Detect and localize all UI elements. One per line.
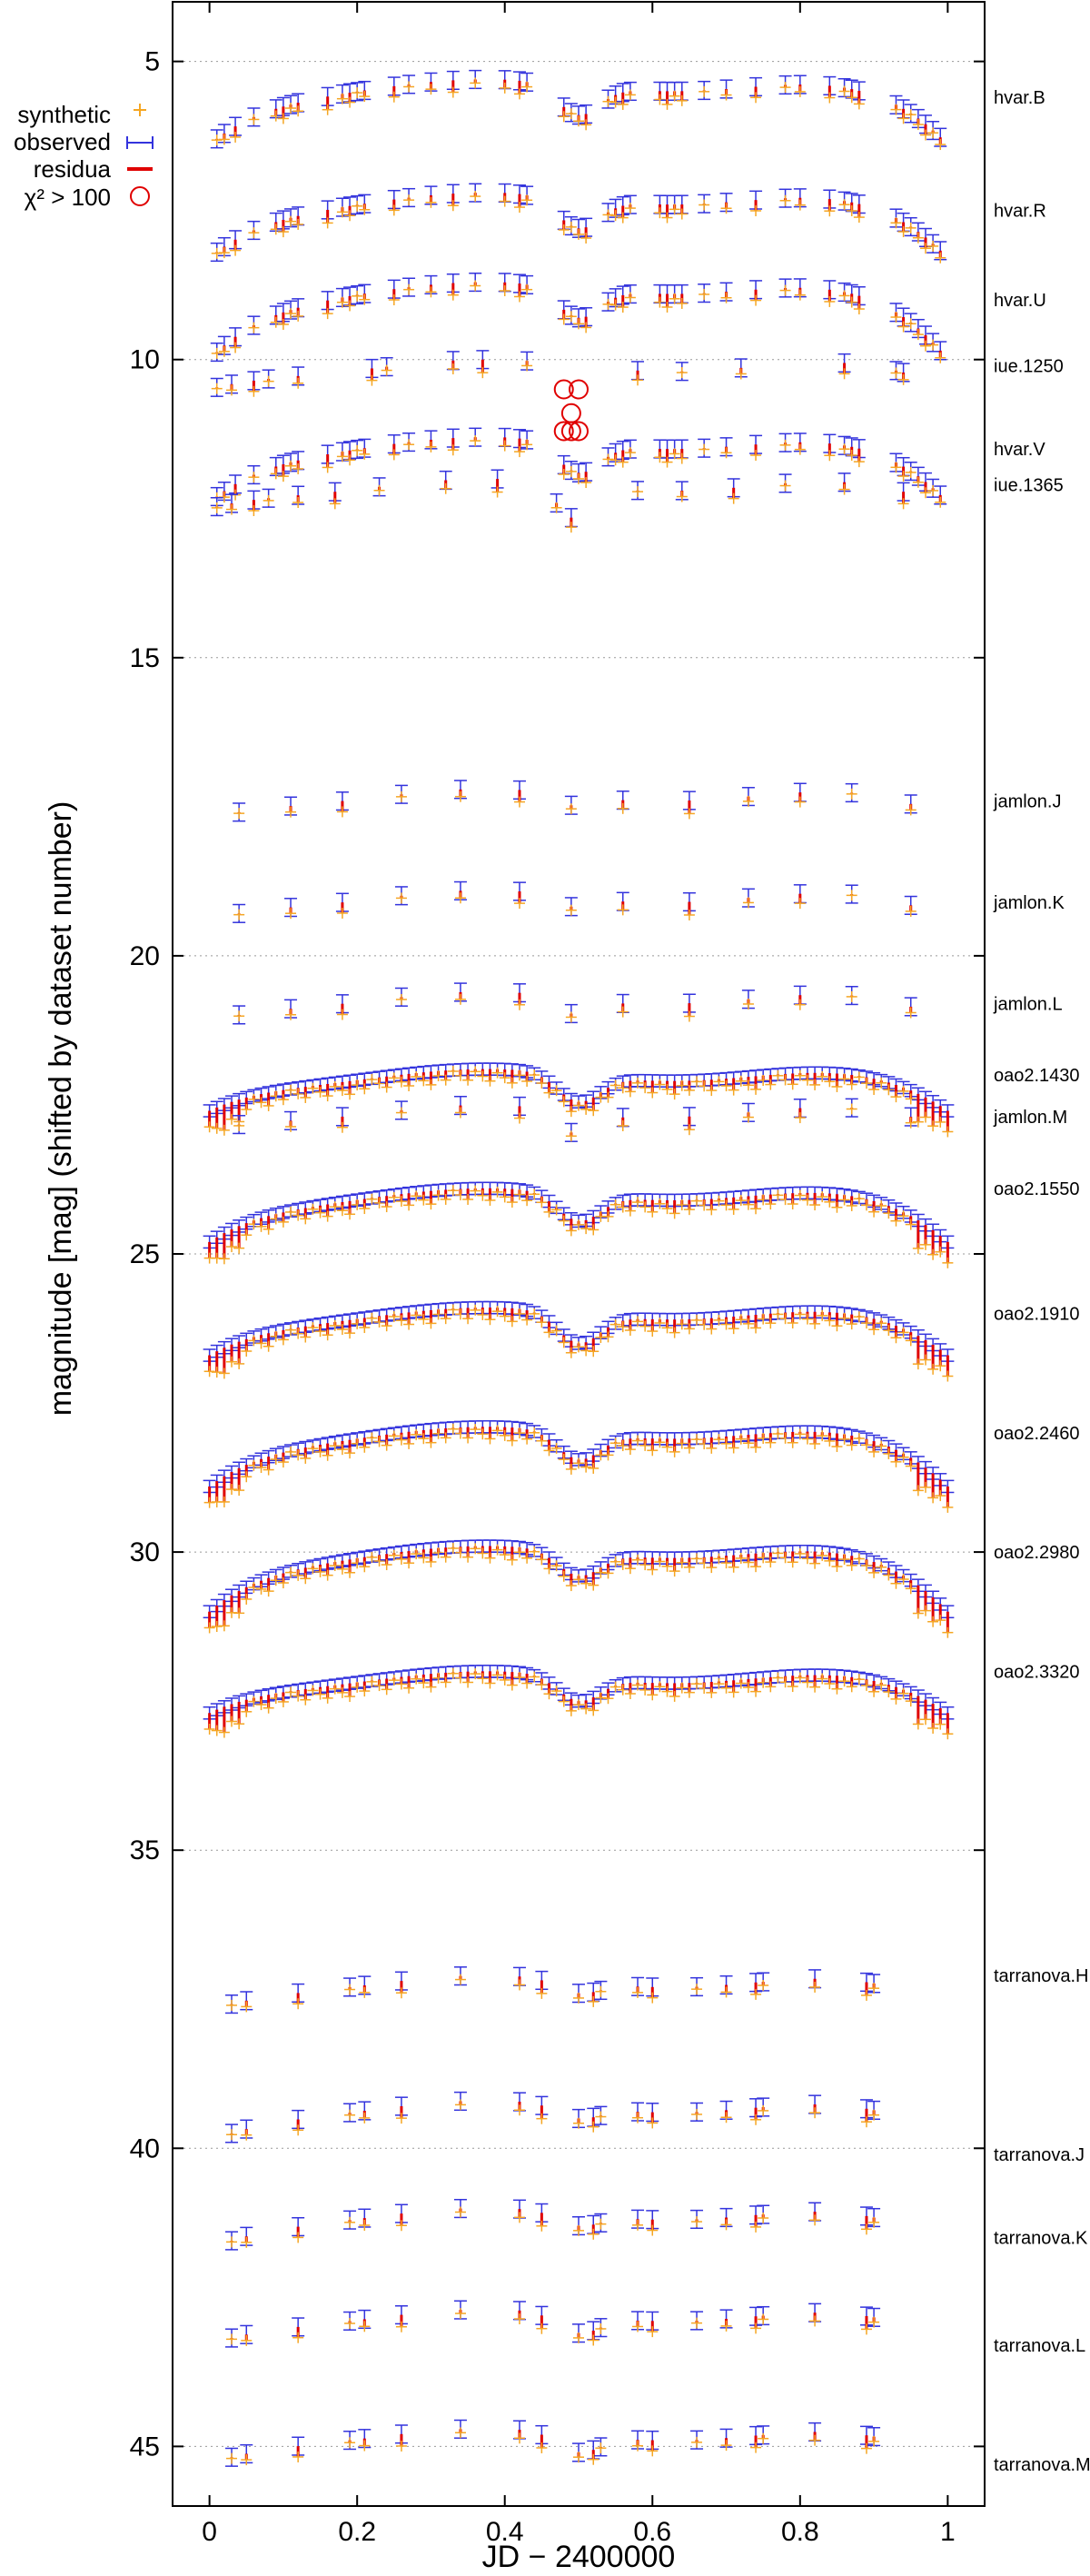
- series-oao2.3320: [203, 1665, 955, 1740]
- series-oao2.2980: [203, 1539, 955, 1638]
- data-points: [203, 69, 955, 2467]
- series-iue.1365: [210, 469, 910, 533]
- series-iue.1250: [210, 350, 910, 397]
- series-oao2.1910: [203, 1300, 955, 1382]
- series-jamlon.J: [233, 780, 917, 822]
- series-oao2.2460: [203, 1420, 955, 1513]
- series-hvar.R: [210, 183, 947, 264]
- series-jamlon.L: [233, 982, 917, 1025]
- series-jamlon.K: [233, 880, 917, 923]
- series-hvar.V: [210, 427, 947, 508]
- series-oao2.1430: [203, 1062, 955, 1138]
- series-jamlon.M: [233, 1096, 917, 1142]
- grid-lines: [173, 61, 985, 2447]
- series-hvar.B: [210, 69, 947, 151]
- series-oao2.1550: [203, 1181, 955, 1268]
- series-hvar.U: [210, 272, 947, 363]
